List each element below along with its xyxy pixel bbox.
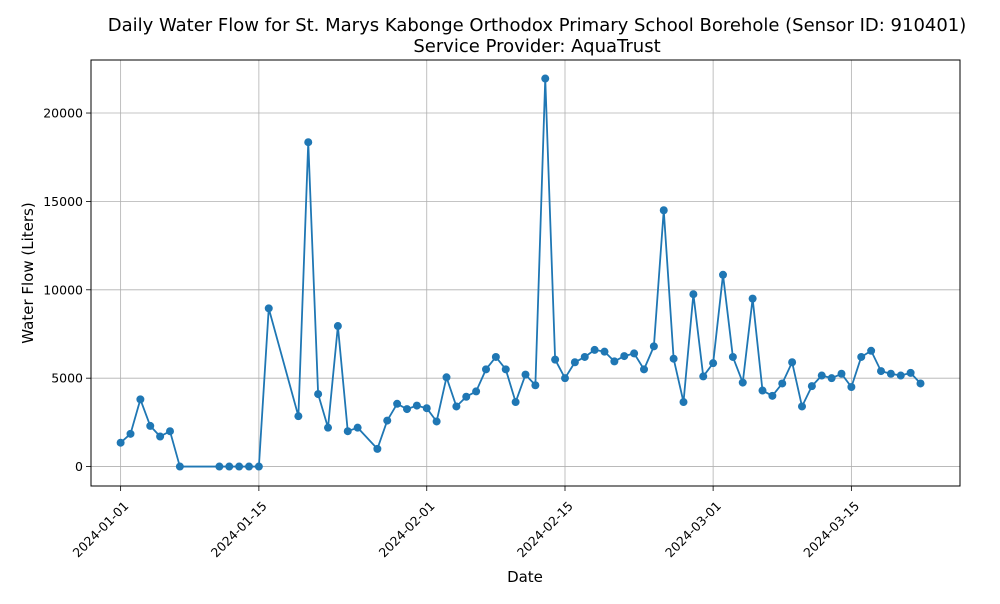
data-point xyxy=(719,270,727,279)
data-point xyxy=(383,416,392,425)
data-point xyxy=(886,369,895,378)
data-point xyxy=(906,368,915,377)
data-point xyxy=(146,421,155,430)
data-point xyxy=(245,462,253,471)
data-point xyxy=(669,354,678,363)
data-point xyxy=(531,381,540,390)
grid-lines xyxy=(91,60,960,486)
data-point xyxy=(896,371,905,380)
data-point xyxy=(491,352,500,361)
y-axis-ticks: 0 5000 10000 15000 20000 xyxy=(43,106,91,474)
y-tick-label: 0 xyxy=(75,459,83,474)
data-point xyxy=(877,367,885,376)
data-point xyxy=(353,423,362,432)
data-point xyxy=(412,401,421,410)
data-point xyxy=(541,74,550,83)
data-point xyxy=(689,290,698,299)
data-point xyxy=(778,379,787,388)
data-point xyxy=(837,369,846,378)
data-point xyxy=(857,352,866,361)
data-point xyxy=(748,294,757,303)
data-point xyxy=(136,395,145,404)
data-point xyxy=(442,373,451,382)
data-point xyxy=(600,347,609,356)
data-point xyxy=(156,432,165,441)
data-point xyxy=(699,372,708,381)
y-tick-label: 20000 xyxy=(43,106,83,121)
data-point xyxy=(620,352,629,361)
data-point xyxy=(373,444,382,453)
y-tick-label: 10000 xyxy=(43,282,83,297)
data-point xyxy=(630,349,639,358)
data-point xyxy=(511,398,520,407)
data-point xyxy=(116,438,125,447)
data-point xyxy=(343,427,352,436)
data-point xyxy=(709,359,718,368)
data-point xyxy=(827,374,836,383)
data-point xyxy=(758,386,767,395)
data-point xyxy=(166,427,174,436)
data-point xyxy=(254,462,263,471)
data-point xyxy=(432,417,441,426)
data-point xyxy=(264,304,273,313)
data-point xyxy=(422,404,431,413)
data-point xyxy=(610,357,619,366)
data-point xyxy=(788,358,797,367)
data-point xyxy=(570,358,579,367)
data-point xyxy=(235,462,244,471)
data-point xyxy=(324,423,332,432)
series-line xyxy=(120,77,922,468)
data-point xyxy=(501,365,510,374)
data-point xyxy=(225,462,234,471)
data-point xyxy=(847,383,856,392)
data-series xyxy=(116,74,925,471)
data-point xyxy=(215,462,224,471)
data-point xyxy=(126,429,135,438)
data-point xyxy=(649,342,658,351)
data-point xyxy=(640,365,648,374)
y-tick-label: 15000 xyxy=(43,194,83,209)
data-point xyxy=(580,352,589,361)
data-point xyxy=(294,412,303,421)
data-point xyxy=(462,392,471,401)
data-point xyxy=(521,370,530,379)
data-point xyxy=(452,402,461,411)
data-point xyxy=(472,387,481,396)
data-point xyxy=(867,346,876,355)
data-point xyxy=(768,391,777,400)
y-axis-label: Water Flow (Liters) xyxy=(19,202,37,343)
data-point xyxy=(314,390,323,399)
data-point xyxy=(916,379,925,388)
data-point xyxy=(728,352,737,361)
data-point xyxy=(175,462,184,471)
chart-title: Daily Water Flow for St. Marys Kabonge O… xyxy=(108,15,967,36)
chart-subtitle: Service Provider: AquaTrust xyxy=(413,36,660,57)
data-point xyxy=(403,405,411,414)
data-point xyxy=(590,345,599,354)
data-point xyxy=(817,371,826,380)
y-tick-label: 5000 xyxy=(51,371,83,386)
data-point xyxy=(482,365,490,374)
data-point xyxy=(551,355,560,364)
data-point xyxy=(738,378,747,387)
data-point xyxy=(333,322,342,331)
data-point xyxy=(659,206,668,215)
data-point xyxy=(679,398,688,407)
data-point xyxy=(798,402,806,411)
data-point xyxy=(807,382,816,391)
data-point xyxy=(561,374,569,383)
x-axis-label: Date xyxy=(507,568,543,586)
data-point xyxy=(304,138,313,147)
plot-frame xyxy=(90,59,961,487)
data-point xyxy=(393,399,402,408)
